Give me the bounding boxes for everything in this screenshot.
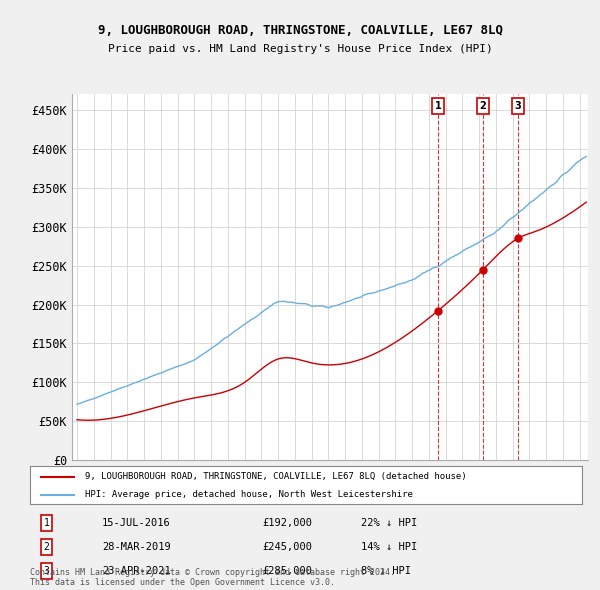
Text: HPI: Average price, detached house, North West Leicestershire: HPI: Average price, detached house, Nort… xyxy=(85,490,413,499)
Text: 8% ↓ HPI: 8% ↓ HPI xyxy=(361,566,411,576)
Text: 9, LOUGHBOROUGH ROAD, THRINGSTONE, COALVILLE, LE67 8LQ (detached house): 9, LOUGHBOROUGH ROAD, THRINGSTONE, COALV… xyxy=(85,473,467,481)
Text: 2: 2 xyxy=(480,101,487,111)
Text: 3: 3 xyxy=(44,566,49,576)
Text: £192,000: £192,000 xyxy=(262,519,312,528)
Text: 28-MAR-2019: 28-MAR-2019 xyxy=(102,542,170,552)
Text: 1: 1 xyxy=(44,519,49,528)
Text: 22% ↓ HPI: 22% ↓ HPI xyxy=(361,519,418,528)
Text: Price paid vs. HM Land Registry's House Price Index (HPI): Price paid vs. HM Land Registry's House … xyxy=(107,44,493,54)
Text: 23-APR-2021: 23-APR-2021 xyxy=(102,566,170,576)
Text: Contains HM Land Registry data © Crown copyright and database right 2024.
This d: Contains HM Land Registry data © Crown c… xyxy=(30,568,395,587)
Text: 9, LOUGHBOROUGH ROAD, THRINGSTONE, COALVILLE, LE67 8LQ: 9, LOUGHBOROUGH ROAD, THRINGSTONE, COALV… xyxy=(97,24,503,37)
Text: 1: 1 xyxy=(434,101,441,111)
Text: 15-JUL-2016: 15-JUL-2016 xyxy=(102,519,170,528)
Text: 14% ↓ HPI: 14% ↓ HPI xyxy=(361,542,418,552)
Text: £285,000: £285,000 xyxy=(262,566,312,576)
Text: £245,000: £245,000 xyxy=(262,542,312,552)
Text: 3: 3 xyxy=(515,101,521,111)
Text: 2: 2 xyxy=(44,542,49,552)
